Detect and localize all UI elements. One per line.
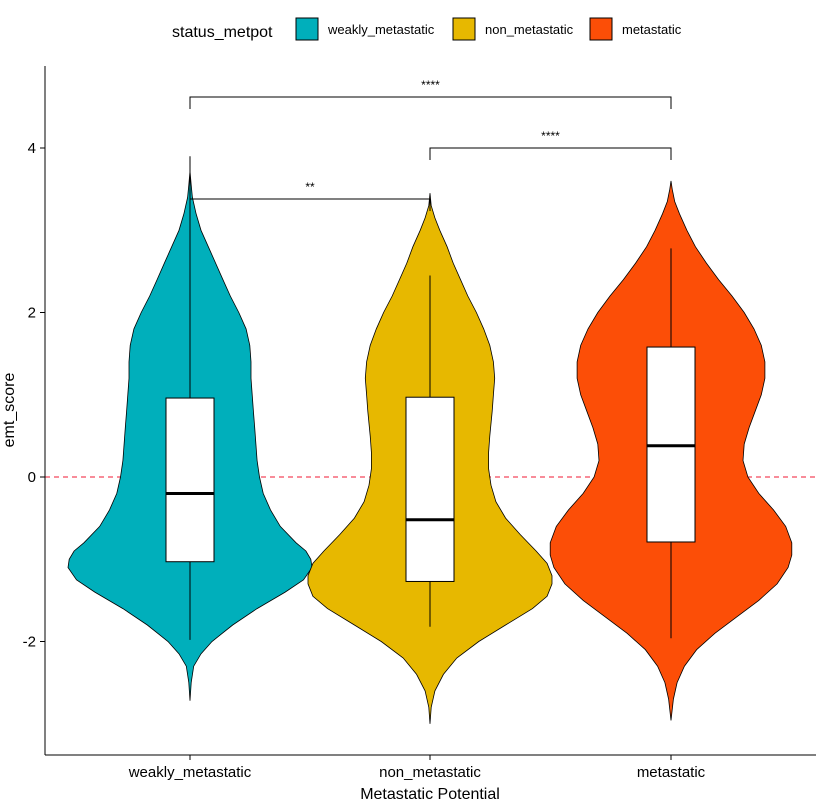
significance-bracket-3: **** <box>189 78 672 110</box>
plot-area: ********** <box>67 78 793 724</box>
x-tick-label-metastatic: metastatic <box>637 764 706 781</box>
y-axis-title: emt_score <box>1 373 18 448</box>
significance-bracket-1: ** <box>189 180 431 211</box>
box-non-metastatic <box>405 396 455 582</box>
y-tick-label: 4 <box>28 140 36 157</box>
y-ticks: -2 0 2 4 <box>23 140 45 651</box>
legend-swatch-weakly-metastatic <box>295 17 319 41</box>
x-tick-label-weakly-metastatic: weakly_metastatic <box>128 764 252 781</box>
violin-group-non-metastatic <box>307 193 553 724</box>
violin-group-weakly-metastatic <box>67 156 313 701</box>
y-tick-label: -2 <box>23 634 36 651</box>
significance-label-3: **** <box>421 78 440 92</box>
legend-swatch-metastatic <box>589 17 613 41</box>
y-tick-label: 0 <box>28 469 36 486</box>
x-axis: weakly_metastatic non_metastatic metastati… <box>45 754 816 803</box>
legend: status_metpot weakly_metastatic non_meta… <box>172 17 682 41</box>
legend-label-weakly-metastatic: weakly_metastatic <box>327 22 435 37</box>
significance-bracket-line-1 <box>189 198 431 211</box>
legend-label-metastatic: metastatic <box>622 22 682 37</box>
significance-label-1: ** <box>305 180 315 194</box>
legend-label-non-metastatic: non_metastatic <box>485 22 574 37</box>
x-ticks: weakly_metastatic non_metastatic metastati… <box>128 755 706 781</box>
y-tick-label: 2 <box>28 305 36 322</box>
y-axis: -2 0 2 4 emt_score <box>1 66 46 755</box>
significance-bracket-2: **** <box>429 129 672 160</box>
x-tick-label-non-metastatic: non_metastatic <box>379 764 481 781</box>
significance-bracket-line-3 <box>189 96 672 110</box>
significance-bracket-line-2 <box>429 147 672 160</box>
legend-swatch-non-metastatic <box>452 17 476 41</box>
box-weakly-metastatic <box>165 397 215 563</box>
violin-group-metastatic <box>549 180 793 721</box>
x-axis-title: Metastatic Potential <box>360 786 500 803</box>
legend-title: status_metpot <box>172 24 273 41</box>
significance-label-2: **** <box>541 129 560 143</box>
